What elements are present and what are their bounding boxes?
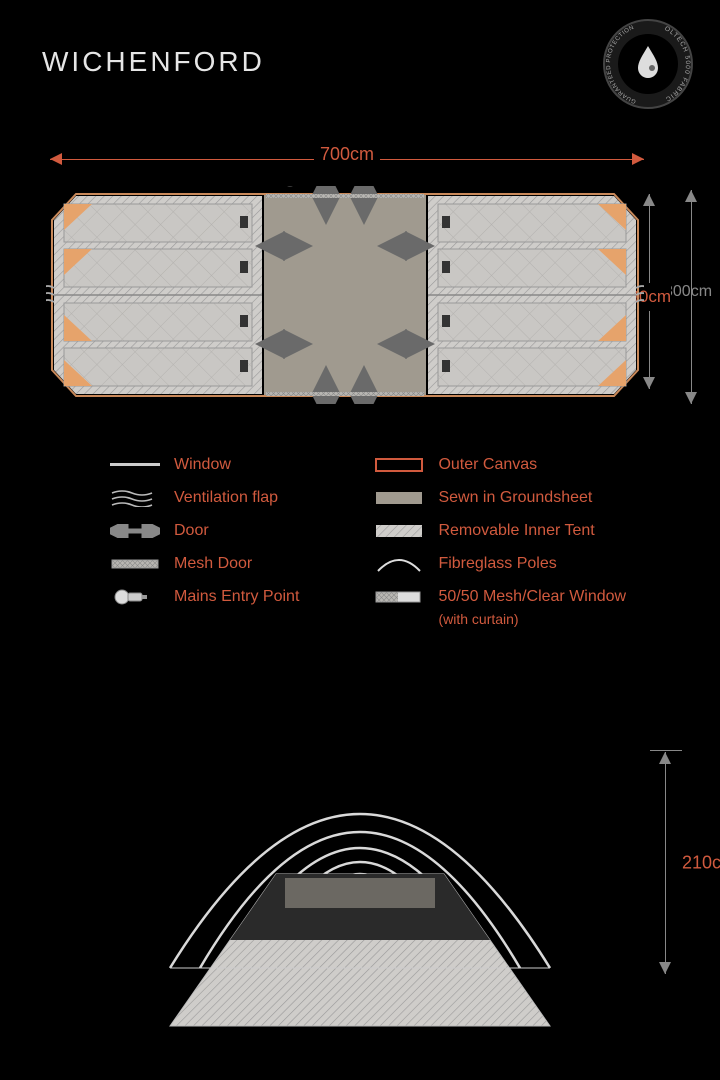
legend-inner-tent: Removable Inner Tent xyxy=(372,520,642,542)
legend-mesh-door: Mesh Door xyxy=(108,553,368,575)
legend-window: Window xyxy=(108,454,368,476)
floorplan-diagram xyxy=(46,186,644,404)
legend-outer-canvas: Outer Canvas xyxy=(372,454,642,476)
legend-mains: Mains Entry Point xyxy=(108,586,368,608)
dimension-outer-depth: 280cm xyxy=(682,190,702,404)
legend-mesh-window: 50/50 Mesh/Clear Window xyxy=(372,586,642,608)
legend-mesh-window-sub: (with curtain) xyxy=(438,611,642,627)
legend-vent: Ventilation flap xyxy=(108,487,368,509)
legend-poles: Fibreglass Poles xyxy=(372,553,642,575)
dimension-width: 700cm xyxy=(50,150,644,170)
product-title: WICHENFORD xyxy=(42,46,265,78)
legend: Window Ventilation flap Door Mesh Door M… xyxy=(108,454,648,627)
side-elevation xyxy=(80,740,640,1030)
fabric-badge: OLTECH 5000 FABRIC GUARANTEED PROTECTION xyxy=(602,18,694,110)
dimension-height: 210cm xyxy=(656,752,676,974)
legend-door: Door xyxy=(108,520,368,542)
legend-groundsheet: Sewn in Groundsheet xyxy=(372,487,642,509)
